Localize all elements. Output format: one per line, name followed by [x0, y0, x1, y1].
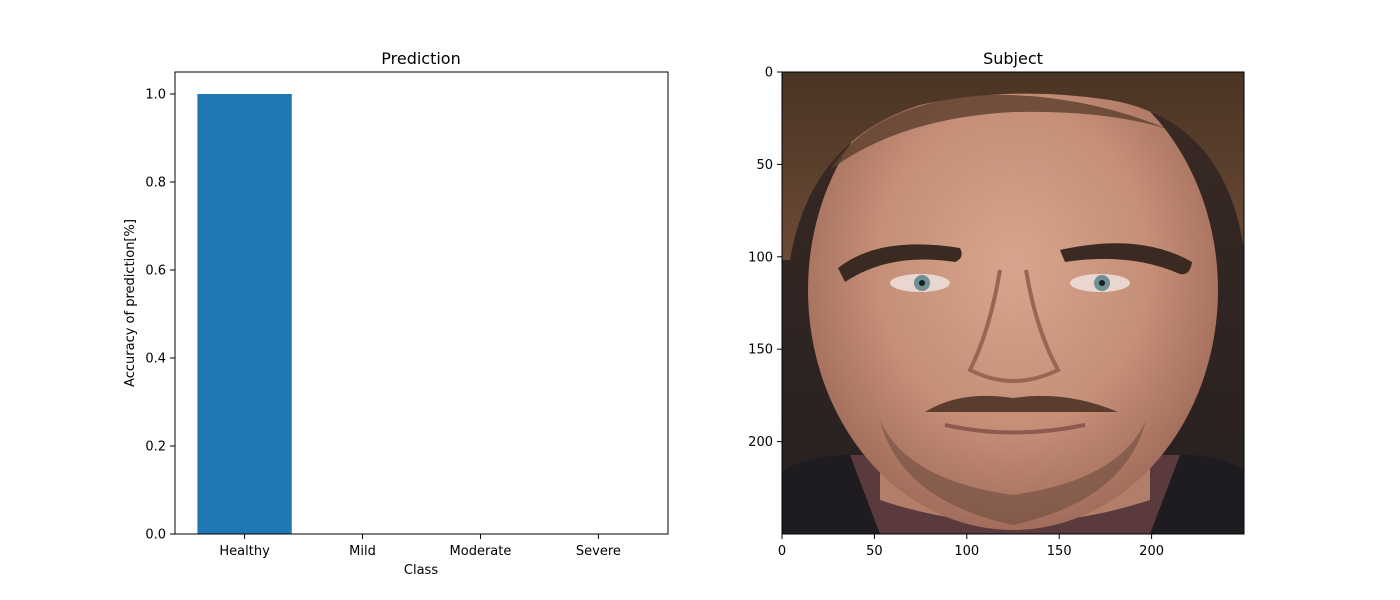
y-tick-label: 0.4 — [145, 352, 166, 367]
image-y-axis: 0 50 100 150 200 — [748, 66, 782, 450]
y-axis: 0.0 0.2 0.4 0.6 0.8 1.0 — [145, 88, 175, 543]
x-tick-label: Mild — [349, 544, 376, 559]
y-tick-label: 0.6 — [145, 264, 166, 279]
image-y-tick-label: 0 — [765, 66, 773, 81]
x-tick-label: Moderate — [450, 544, 512, 559]
y-tick-label: 0.0 — [145, 528, 166, 543]
image-y-tick-label: 200 — [748, 435, 773, 450]
x-axis-label: Class — [404, 563, 438, 578]
image-x-tick-label: 50 — [866, 544, 883, 559]
x-tick-label: Healthy — [219, 544, 270, 559]
image-x-tick-label: 100 — [954, 544, 979, 559]
x-axis: Healthy Mild Moderate Severe — [219, 534, 621, 559]
y-tick-label: 0.8 — [145, 176, 166, 191]
x-tick-label: Severe — [576, 544, 621, 559]
y-tick-label: 1.0 — [145, 88, 166, 103]
subject-image-panel: Subject — [748, 49, 1245, 559]
y-axis-label: Accuracy of prediction[%] — [123, 219, 138, 387]
y-tick-label: 0.2 — [145, 440, 166, 455]
bar-series — [197, 94, 292, 534]
image-x-tick-label: 200 — [1139, 544, 1164, 559]
image-y-tick-label: 50 — [756, 158, 773, 173]
plot-frame — [174, 71, 669, 535]
chart-title: Prediction — [381, 49, 460, 68]
image-x-tick-label: 150 — [1047, 544, 1072, 559]
image-y-tick-label: 150 — [748, 343, 773, 358]
image-title: Subject — [983, 49, 1043, 68]
subject-face-image — [782, 72, 1244, 534]
image-x-axis: 0 50 100 150 200 — [778, 534, 1164, 559]
prediction-chart: Prediction 0.0 0.2 0.4 0.6 0.8 1.0 Healthy Mil… — [123, 49, 669, 578]
image-frame — [781, 71, 1245, 535]
image-x-tick-label: 0 — [778, 544, 786, 559]
bar-healthy — [197, 94, 292, 534]
image-y-tick-label: 100 — [748, 250, 773, 265]
